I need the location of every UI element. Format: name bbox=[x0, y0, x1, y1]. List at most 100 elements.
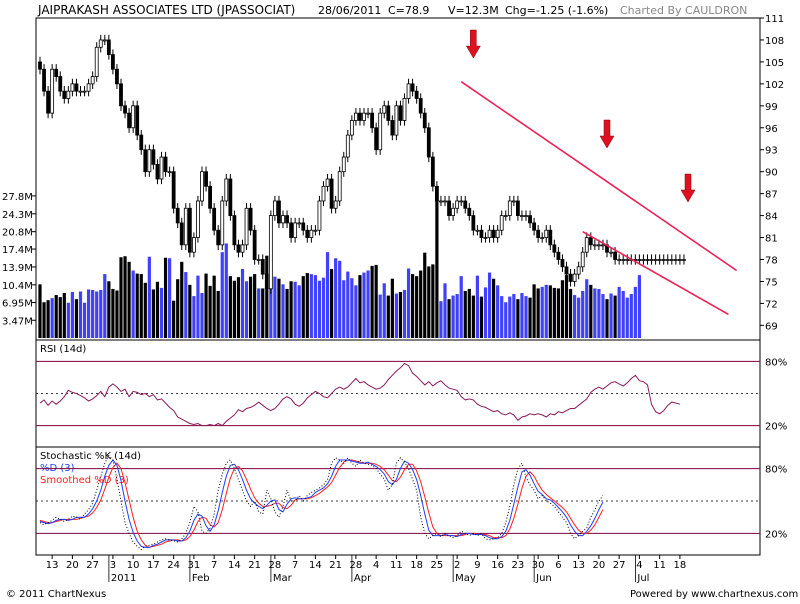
chart-date: 28/06/2011 bbox=[318, 4, 381, 17]
candle-body bbox=[159, 156, 164, 180]
date-tick-label: 7 bbox=[211, 560, 217, 571]
candle-body bbox=[252, 229, 257, 260]
date-axis: 13 20 27 3 10 17 24 31 7 14 21 28 7 14 21 28 4 11 18 25 2 9 16… bbox=[46, 555, 686, 584]
date-tick-label: 23 bbox=[512, 560, 525, 571]
date-tick-label: 3 bbox=[110, 560, 116, 571]
candle-body bbox=[682, 259, 686, 261]
volume-bar bbox=[338, 260, 342, 338]
candle-body bbox=[333, 200, 338, 209]
volume-bar bbox=[168, 258, 172, 338]
candle-body bbox=[208, 185, 213, 209]
volume-bar bbox=[301, 276, 305, 338]
volume-bar bbox=[244, 281, 249, 338]
volume-bar bbox=[536, 288, 540, 338]
volume-bar bbox=[354, 285, 358, 338]
volume-bar bbox=[184, 272, 188, 338]
candle-body bbox=[321, 185, 326, 202]
volume-bar bbox=[107, 281, 111, 338]
volume-bar bbox=[483, 287, 488, 338]
volume-bar bbox=[585, 279, 589, 338]
chart-change: Chg=-1.25 (-1.6%) bbox=[505, 4, 608, 17]
down-arrow-icon bbox=[465, 29, 481, 59]
candle-body bbox=[196, 200, 200, 238]
volume-bar bbox=[289, 281, 293, 338]
candle-body bbox=[503, 215, 508, 217]
candle-body bbox=[511, 200, 516, 203]
volume-bar bbox=[560, 280, 565, 338]
candle-body bbox=[398, 105, 403, 121]
volume-tick-label: 24.3M bbox=[2, 210, 33, 221]
candle-body bbox=[443, 200, 447, 203]
candle-body bbox=[143, 149, 148, 173]
volume-bar bbox=[261, 288, 265, 338]
volume-bar bbox=[427, 266, 431, 338]
candle-body bbox=[430, 156, 435, 187]
volume-bar bbox=[516, 299, 520, 338]
volume-bar bbox=[330, 268, 334, 338]
volume-bar bbox=[362, 272, 366, 338]
annotation-arrows bbox=[465, 29, 696, 203]
candle-body bbox=[58, 76, 63, 92]
candle-body bbox=[621, 259, 626, 261]
candle-body bbox=[362, 112, 366, 121]
candle-body bbox=[487, 229, 492, 238]
volume-bar bbox=[91, 289, 95, 338]
volume-bar bbox=[431, 264, 435, 338]
volume-bar bbox=[617, 286, 621, 338]
volume-bar bbox=[192, 296, 196, 338]
volume-bar bbox=[147, 256, 151, 338]
candle-body bbox=[394, 105, 399, 136]
date-tick-label: 25 bbox=[431, 560, 444, 571]
volume-bar bbox=[390, 278, 394, 338]
d-line bbox=[39, 459, 604, 548]
candle-body bbox=[244, 207, 249, 246]
volume-tick-label: 13.9M bbox=[2, 263, 33, 274]
volume-bar bbox=[50, 298, 54, 338]
volume-bar bbox=[500, 296, 504, 338]
candle-body bbox=[62, 90, 67, 99]
candle-body bbox=[366, 112, 370, 115]
date-tick-label: 28 bbox=[269, 560, 282, 571]
candle-body bbox=[281, 215, 285, 224]
date-tick-label: 4 bbox=[636, 560, 642, 571]
candle-body bbox=[74, 83, 79, 92]
volume-bar bbox=[552, 287, 556, 338]
volume-bar bbox=[131, 270, 135, 338]
candle-body bbox=[678, 259, 682, 261]
volume-tick-label: 6.95M bbox=[2, 298, 33, 309]
volume-bar bbox=[605, 299, 609, 338]
volume-bar bbox=[358, 275, 362, 338]
volume-bar bbox=[398, 291, 403, 338]
candle-body bbox=[220, 200, 225, 246]
price-tick-label: 90 bbox=[765, 168, 778, 179]
volume-bar bbox=[334, 258, 338, 338]
stochastic-indicator: 80% 20% bbox=[36, 454, 787, 551]
down-arrow-icon bbox=[680, 173, 696, 203]
volume-bar bbox=[475, 275, 479, 338]
volume-bar bbox=[99, 289, 103, 338]
volume-bar bbox=[597, 288, 601, 338]
volume-bar bbox=[382, 283, 386, 338]
volume-bar bbox=[633, 286, 637, 338]
candle-body bbox=[135, 105, 140, 136]
level-label: 80% bbox=[765, 357, 787, 368]
date-tick-label: 4 bbox=[373, 560, 379, 571]
candle-body bbox=[329, 178, 334, 209]
price-tick-label: 69 bbox=[765, 321, 778, 332]
date-tick-label: 17 bbox=[147, 560, 160, 571]
candle-body bbox=[248, 207, 253, 231]
volume-bar bbox=[325, 252, 330, 338]
volume-bar bbox=[253, 274, 257, 338]
volume-bar bbox=[415, 276, 419, 338]
volume-bar bbox=[111, 288, 115, 338]
candle-body bbox=[422, 112, 427, 129]
candle-body bbox=[337, 171, 342, 202]
date-tick-label: 27 bbox=[613, 560, 626, 571]
volume-bar bbox=[346, 271, 350, 338]
candle-body bbox=[66, 90, 71, 99]
candle-body bbox=[82, 90, 87, 93]
volume-bar bbox=[508, 296, 512, 338]
date-tick-label: 14 bbox=[228, 560, 241, 571]
volume-bar bbox=[216, 290, 220, 338]
volume-bar bbox=[451, 295, 455, 338]
